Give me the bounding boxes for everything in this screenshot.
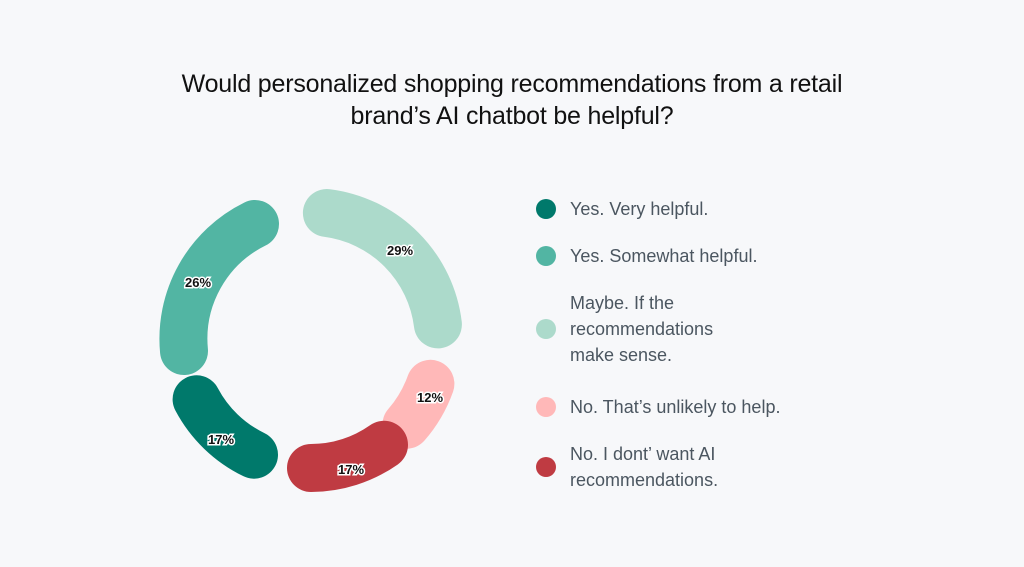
legend-line: make sense. (570, 345, 673, 365)
legend-item-somewhat: Yes. Somewhat helpful. (536, 243, 757, 269)
label-unlikely: 12% (417, 390, 443, 405)
legend-dot-icon (536, 397, 556, 417)
legend-dot-icon (536, 457, 556, 477)
legend-line: Maybe. If the (570, 293, 675, 313)
label-no-ai: 17% (338, 462, 364, 477)
legend-line: recommendations. (570, 470, 719, 490)
segment-maybe (302, 189, 462, 349)
legend-label: Maybe. If the recommendations make sense… (570, 290, 713, 368)
legend-line: No. I dont’ want AI (570, 444, 716, 464)
segment-no-ai (287, 420, 408, 492)
label-somewhat: 26% (185, 275, 211, 290)
segment-somewhat (159, 200, 279, 375)
legend-line: recommendations (570, 319, 714, 339)
segment-unlikely (382, 359, 455, 449)
legend-dot-icon (536, 246, 556, 266)
legend-label: Yes. Very helpful. (570, 199, 709, 219)
segment-very (172, 375, 278, 479)
legend-item-maybe: Maybe. If the recommendations make sense… (536, 290, 713, 368)
chart-title: Would personalized shopping recommendati… (0, 68, 1024, 132)
label-maybe: 29% (387, 243, 413, 258)
legend-item-very: Yes. Very helpful. (536, 196, 708, 222)
legend-label: No. That’s unlikely to help. (570, 397, 781, 417)
label-very: 17% (208, 432, 234, 447)
legend-label: No. I dont’ want AI recommendations. (570, 441, 718, 493)
legend-dot-icon (536, 199, 556, 219)
title-line-2: brand’s AI chatbot be helpful? (350, 102, 674, 130)
legend-item-no-ai: No. I dont’ want AI recommendations. (536, 441, 718, 493)
legend-item-unlikely: No. That’s unlikely to help. (536, 394, 780, 420)
legend-label: Yes. Somewhat helpful. (570, 246, 758, 266)
title-line-1: Would personalized shopping recommendati… (181, 70, 843, 98)
legend-dot-icon (536, 319, 556, 339)
